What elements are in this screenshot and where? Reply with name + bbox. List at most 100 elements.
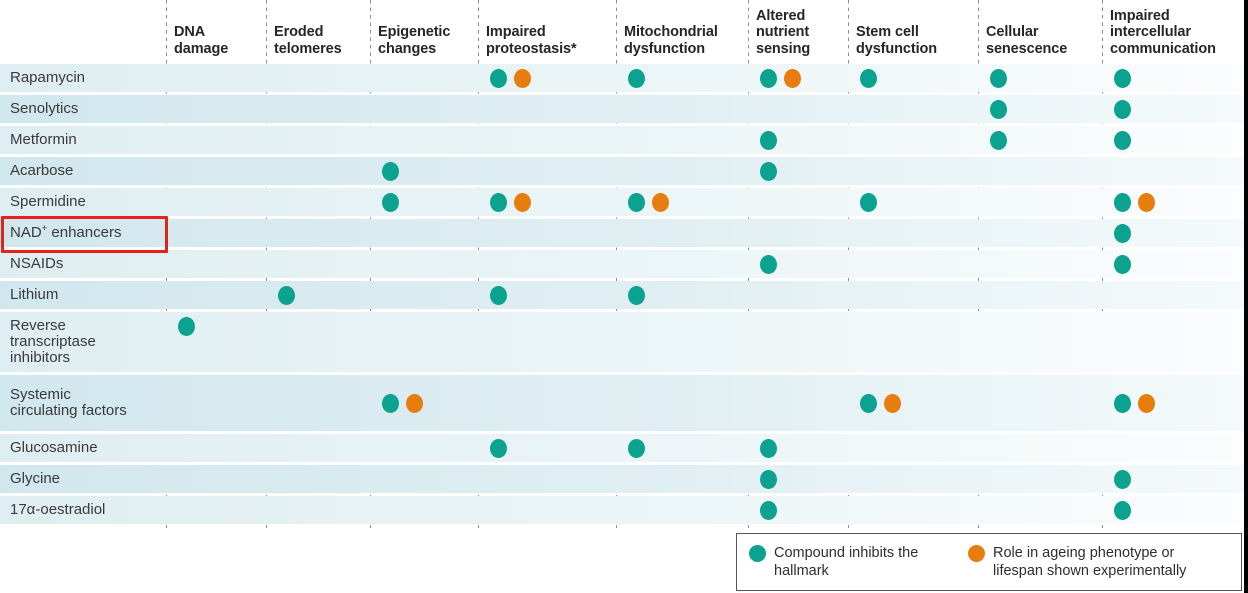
matrix-cell [166, 312, 266, 372]
column-header: Mitochondrial dysfunction [616, 24, 748, 62]
matrix-cell [616, 126, 748, 154]
matrix-cell [748, 95, 848, 123]
experimental-evidence-dot [652, 193, 669, 212]
matrix-cell [848, 188, 978, 216]
matrix-cell [748, 219, 848, 247]
matrix-cell [478, 375, 616, 431]
matrix-cell [978, 126, 1102, 154]
matrix-cell [978, 312, 1102, 372]
table-row: Rapamycin [0, 64, 1248, 92]
matrix-cell [616, 312, 748, 372]
table-row: Senolytics [0, 95, 1248, 123]
matrix-cell [978, 496, 1102, 524]
inhibits-hallmark-dot [1114, 69, 1131, 88]
matrix-cell [166, 157, 266, 185]
inhibits-hallmark-dot [628, 193, 645, 212]
column-header: Eroded telomeres [266, 24, 370, 62]
matrix-cell [1102, 95, 1248, 123]
matrix-cell [370, 465, 478, 493]
table-row: Glycine [0, 465, 1248, 493]
matrix-cell [1102, 188, 1248, 216]
row-label: Spermidine [10, 194, 142, 210]
inhibits-hallmark-dot [990, 69, 1007, 88]
matrix-cell [616, 157, 748, 185]
column-header-row: DNA damageEroded telomeresEpigenetic cha… [0, 0, 1248, 62]
column-header: Impaired proteostasis* [478, 24, 616, 62]
row-label: NSAIDs [10, 256, 142, 272]
matrix-cell [978, 157, 1102, 185]
matrix-cell [166, 281, 266, 309]
inhibits-hallmark-dot [760, 470, 777, 489]
matrix-cell [1102, 250, 1248, 278]
column-header: Stem cell dysfunction [848, 24, 978, 62]
table-row: 17α-oestradiol [0, 496, 1248, 524]
matrix-cell [848, 250, 978, 278]
matrix-cell [370, 64, 478, 92]
legend-label: Role in ageing phenotype or lifespan sho… [993, 544, 1228, 580]
matrix-cell [848, 95, 978, 123]
matrix-cell [478, 281, 616, 309]
matrix-cell [266, 95, 370, 123]
matrix-cell [1102, 434, 1248, 462]
matrix-cell [848, 126, 978, 154]
matrix-cell [370, 281, 478, 309]
matrix-cell [616, 496, 748, 524]
matrix-cell [370, 95, 478, 123]
inhibits-hallmark-dot [990, 100, 1007, 119]
matrix-cell [166, 219, 266, 247]
inhibits-hallmark-dot [382, 193, 399, 212]
matrix-cell [478, 250, 616, 278]
matrix-cell [978, 281, 1102, 309]
inhibits-hallmark-dot [382, 162, 399, 181]
inhibits-hallmark-dot [178, 317, 195, 336]
matrix-cell [848, 434, 978, 462]
matrix-cell [166, 95, 266, 123]
matrix-cell [748, 250, 848, 278]
matrix-cell [266, 126, 370, 154]
matrix-cell [748, 434, 848, 462]
experimental-evidence-dot [514, 69, 531, 88]
table-row: Lithium [0, 281, 1248, 309]
compound-rows: RapamycinSenolyticsMetforminAcarboseSper… [0, 64, 1248, 527]
matrix-cell [748, 465, 848, 493]
inhibits-hallmark-dot [1114, 131, 1131, 150]
inhibits-hallmark-dot [1114, 224, 1131, 243]
experimental-evidence-dot [1138, 193, 1155, 212]
legend-item: Compound inhibits the hallmark [749, 544, 944, 580]
table-row: NSAIDs [0, 250, 1248, 278]
table-row: Metformin [0, 126, 1248, 154]
inhibits-hallmark-dot [628, 439, 645, 458]
matrix-cell [478, 64, 616, 92]
matrix-cell [748, 496, 848, 524]
matrix-cell [266, 434, 370, 462]
row-label: Glycine [10, 471, 142, 487]
matrix-cell [748, 64, 848, 92]
inhibits-hallmark-dot [1114, 470, 1131, 489]
row-label: 17α-oestradiol [10, 502, 142, 518]
matrix-cell [616, 219, 748, 247]
matrix-cell [978, 95, 1102, 123]
matrix-cell [1102, 64, 1248, 92]
inhibits-hallmark-dot [1114, 501, 1131, 520]
inhibits-hallmark-dot [760, 69, 777, 88]
matrix-cell [266, 375, 370, 431]
inhibits-hallmark-dot [1114, 394, 1131, 413]
matrix-cell [266, 64, 370, 92]
inhibits-hallmark-dot [760, 131, 777, 150]
inhibits-hallmark-dot [490, 439, 507, 458]
matrix-cell [616, 434, 748, 462]
matrix-cell [266, 281, 370, 309]
matrix-cell [370, 188, 478, 216]
matrix-cell [370, 219, 478, 247]
matrix-cell [166, 126, 266, 154]
matrix-cell [166, 375, 266, 431]
matrix-cell [370, 312, 478, 372]
experimental-evidence-dot [884, 394, 901, 413]
matrix-cell [478, 126, 616, 154]
matrix-cell [266, 312, 370, 372]
matrix-cell [616, 250, 748, 278]
matrix-cell [1102, 219, 1248, 247]
experimental-evidence-dot [784, 69, 801, 88]
row-label: Metformin [10, 132, 142, 148]
inhibits-hallmark-dot [1114, 193, 1131, 212]
